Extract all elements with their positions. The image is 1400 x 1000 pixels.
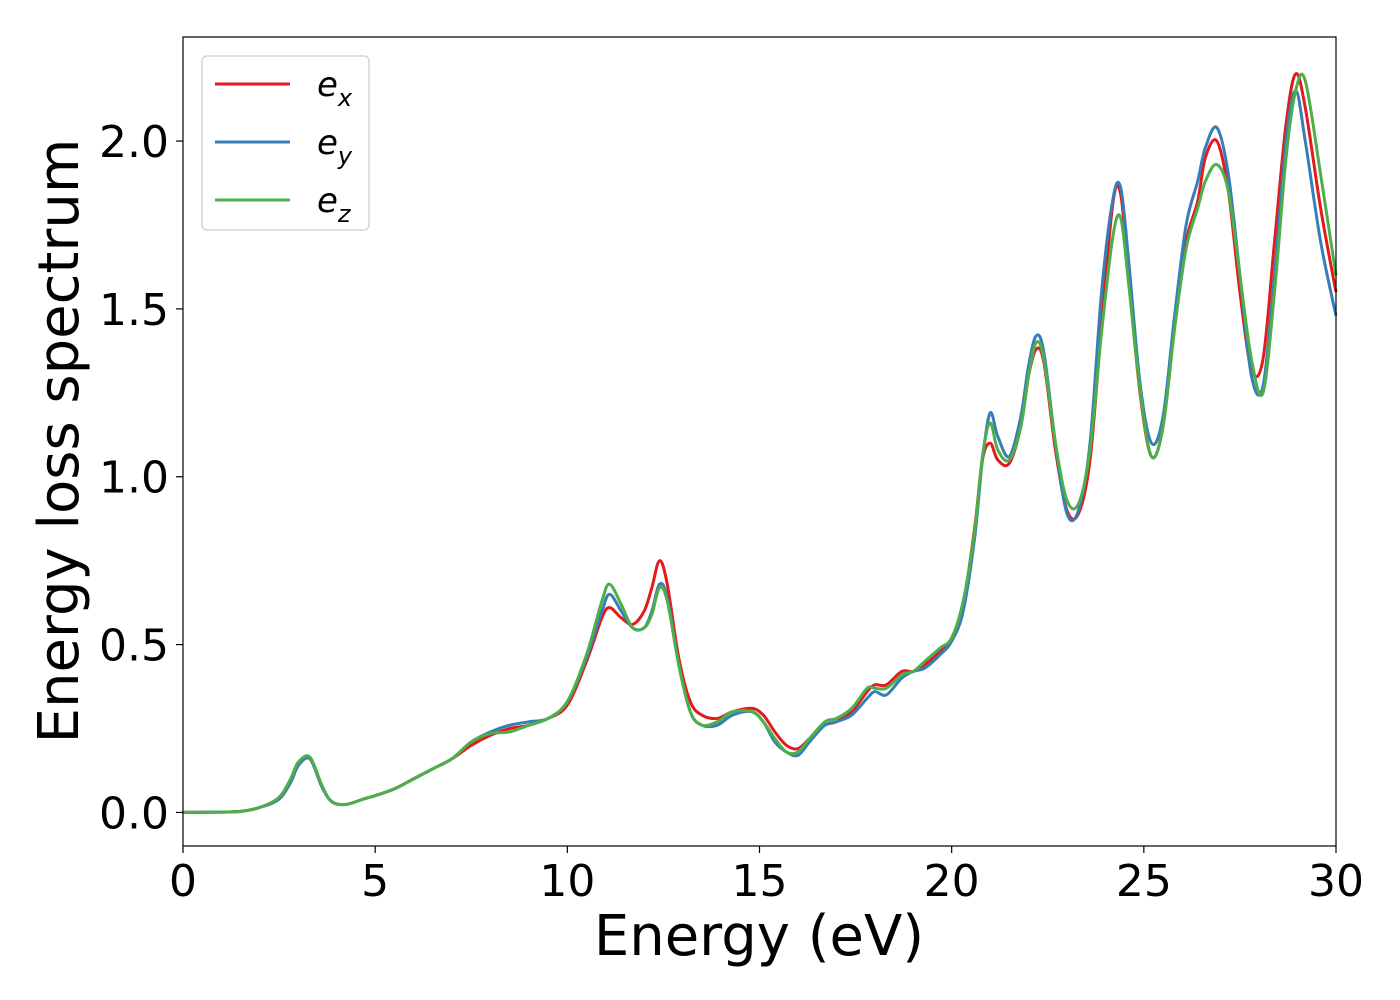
y-tick-label: 0.0: [99, 788, 169, 839]
legend-label-y: ey: [317, 123, 353, 170]
legend-label-main: e: [317, 123, 338, 163]
x-axis: 0 5 10 15 20 25 30: [169, 846, 1364, 907]
x-tick-label: 15: [732, 856, 788, 907]
x-axis-title: Energy (eV): [594, 904, 924, 969]
legend-label-x: ex: [317, 65, 353, 112]
series-line-z: [182, 72, 1338, 814]
legend-label-subscript: x: [337, 84, 353, 112]
legend-label-subscript: y: [337, 142, 353, 170]
y-axis-title: Energy loss spectrum: [27, 139, 92, 744]
y-axis: 0.0 0.5 1.0 1.5 2.0: [99, 117, 183, 839]
y-tick-label: 0.5: [99, 621, 169, 672]
x-tick-label: 5: [361, 856, 389, 907]
legend-label-main: e: [317, 181, 338, 221]
x-tick-label: 10: [539, 856, 595, 907]
legend-label-z: ez: [317, 181, 352, 228]
x-tick-label: 25: [1116, 856, 1172, 907]
x-tick-label: 30: [1308, 856, 1364, 907]
series-layer: [182, 72, 1338, 814]
legend-label-subscript: z: [337, 200, 352, 228]
y-tick-label: 1.0: [99, 453, 169, 504]
y-tick-label: 2.0: [99, 117, 169, 168]
y-tick-label: 1.5: [99, 285, 169, 336]
legend-label-main: e: [317, 65, 338, 105]
x-tick-label: 0: [169, 856, 197, 907]
x-tick-label: 20: [924, 856, 980, 907]
